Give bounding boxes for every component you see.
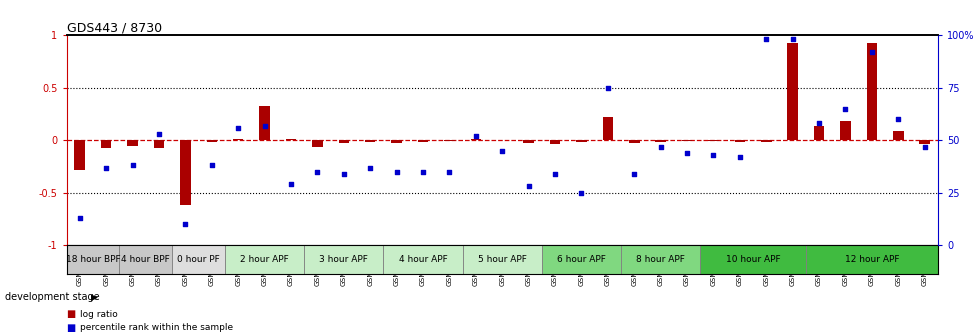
Bar <box>839 121 850 140</box>
Bar <box>786 43 797 140</box>
Text: 2 hour APF: 2 hour APF <box>240 255 289 264</box>
Text: log ratio: log ratio <box>80 310 118 319</box>
Point <box>309 169 325 174</box>
Point <box>679 150 694 156</box>
Bar <box>805 245 937 274</box>
Bar <box>620 245 699 274</box>
Text: 6 hour APF: 6 hour APF <box>556 255 605 264</box>
Bar <box>225 245 304 274</box>
Bar <box>576 140 586 142</box>
Bar <box>74 140 85 170</box>
Bar <box>760 140 771 142</box>
Point <box>811 121 826 126</box>
Bar <box>550 140 559 144</box>
Point <box>71 215 87 221</box>
Bar <box>67 245 119 274</box>
Point <box>758 37 774 42</box>
Bar <box>259 106 270 140</box>
Point <box>177 222 193 227</box>
Point <box>547 171 562 176</box>
Bar <box>172 245 225 274</box>
Point <box>230 125 245 130</box>
Bar <box>391 140 402 143</box>
Point <box>98 165 113 170</box>
Bar <box>154 140 164 148</box>
Point <box>494 148 510 154</box>
Point <box>124 163 140 168</box>
Bar <box>418 140 427 142</box>
Bar <box>523 140 533 143</box>
Bar <box>601 117 612 140</box>
Point <box>890 117 906 122</box>
Point <box>600 85 615 90</box>
Bar <box>654 140 665 142</box>
Text: ▶: ▶ <box>91 293 98 302</box>
Text: development stage: development stage <box>5 292 100 302</box>
Text: ■: ■ <box>67 323 75 333</box>
Bar <box>304 245 383 274</box>
Bar <box>206 140 217 142</box>
Text: 3 hour APF: 3 hour APF <box>319 255 368 264</box>
Point <box>256 123 272 128</box>
Bar <box>286 139 296 140</box>
Bar <box>628 140 639 143</box>
Text: 4 hour BPF: 4 hour BPF <box>121 255 170 264</box>
Bar <box>470 139 480 140</box>
Bar <box>101 140 111 148</box>
Text: GDS443 / 8730: GDS443 / 8730 <box>67 21 161 34</box>
Point <box>151 131 166 137</box>
Bar <box>338 140 349 143</box>
Text: 0 hour PF: 0 hour PF <box>177 255 220 264</box>
Point <box>705 152 721 158</box>
Point <box>283 182 298 187</box>
Text: 18 hour BPF: 18 hour BPF <box>66 255 120 264</box>
Point <box>467 133 483 139</box>
Point <box>864 49 879 55</box>
Text: 4 hour APF: 4 hour APF <box>398 255 447 264</box>
Bar <box>127 140 138 145</box>
Bar <box>734 140 744 142</box>
Text: 5 hour APF: 5 hour APF <box>477 255 526 264</box>
Text: percentile rank within the sample: percentile rank within the sample <box>80 323 233 332</box>
Point <box>626 171 642 176</box>
Point <box>784 37 800 42</box>
Point <box>573 190 589 196</box>
Bar <box>383 245 463 274</box>
Bar <box>541 245 620 274</box>
Text: 12 hour APF: 12 hour APF <box>844 255 898 264</box>
Bar <box>463 245 541 274</box>
Point <box>837 106 853 112</box>
Bar <box>918 140 929 144</box>
Text: 8 hour APF: 8 hour APF <box>636 255 685 264</box>
Bar <box>233 139 244 140</box>
Bar <box>707 140 718 141</box>
Bar <box>681 140 691 141</box>
Point <box>362 165 378 170</box>
Point <box>335 171 351 176</box>
Bar <box>892 131 903 140</box>
Point <box>203 163 219 168</box>
Point <box>388 169 404 174</box>
Point <box>441 169 457 174</box>
Text: ■: ■ <box>67 309 75 319</box>
Point <box>652 144 668 149</box>
Bar <box>866 43 876 140</box>
Point <box>732 155 747 160</box>
Bar <box>312 140 323 146</box>
Point <box>415 169 430 174</box>
Bar <box>180 140 191 205</box>
Point <box>520 184 536 189</box>
Bar <box>365 140 376 142</box>
Bar <box>119 245 172 274</box>
Text: 10 hour APF: 10 hour APF <box>725 255 779 264</box>
Point <box>916 144 932 149</box>
Bar <box>444 140 454 141</box>
Bar <box>699 245 805 274</box>
Bar <box>813 126 823 140</box>
